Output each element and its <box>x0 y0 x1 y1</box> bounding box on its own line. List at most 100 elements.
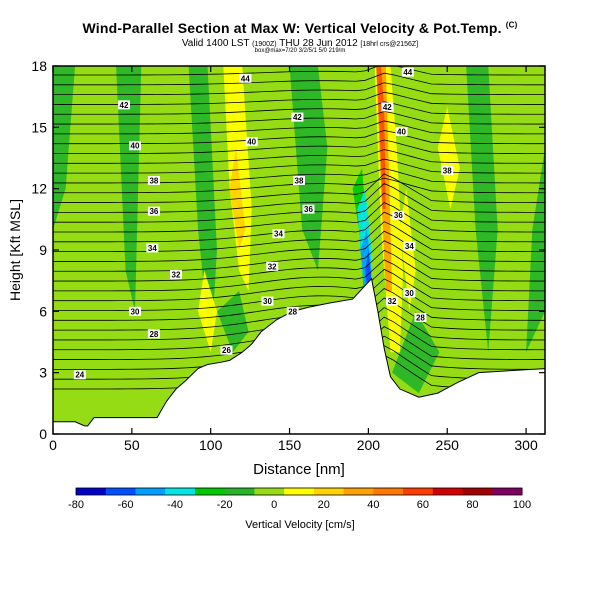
contour-label: 24 <box>75 371 84 380</box>
y-tick-label: 3 <box>39 365 47 381</box>
velocity-band <box>526 147 545 353</box>
y-tick-label: 15 <box>31 119 47 135</box>
chart-title-text: Wind-Parallel Section at Max W: Vertical… <box>82 20 502 36</box>
velocity-band <box>116 66 142 312</box>
colorbar-segment <box>105 488 136 495</box>
colorbar-tick-label: -80 <box>68 499 84 511</box>
contour-label-bg <box>239 73 252 83</box>
contour-label: 40 <box>131 142 140 151</box>
colorbar-segment <box>224 488 255 495</box>
colorbar-tick-label: -20 <box>217 499 233 511</box>
colorbar-tick-label: 0 <box>271 499 277 511</box>
theta-contour <box>53 120 545 135</box>
contour-label: 28 <box>288 307 297 316</box>
velocity-band <box>392 311 440 394</box>
colorbar-tick-label: -60 <box>118 499 134 511</box>
contour-label: 38 <box>295 176 304 185</box>
theta-contour <box>53 139 545 154</box>
contour-label: 30 <box>405 289 414 298</box>
y-tick-label: 6 <box>39 303 47 319</box>
colorbar-segment <box>432 488 464 495</box>
contour-label: 30 <box>131 307 140 316</box>
contour-label: 44 <box>403 68 412 77</box>
contour-label: 42 <box>383 103 392 112</box>
contour-label: 36 <box>304 205 313 214</box>
theta-contour <box>53 249 545 282</box>
colorbar-tick-label: 100 <box>513 499 531 511</box>
x-tick-label: 0 <box>49 437 57 453</box>
theta-contour <box>53 240 545 272</box>
colorbar-segment <box>284 488 315 495</box>
contour-label-bg <box>392 210 405 220</box>
theta-contour <box>53 54 545 65</box>
contour-label: 32 <box>268 262 277 271</box>
colorbar-tick-label: 60 <box>417 499 429 511</box>
y-tick-label: 12 <box>31 181 47 197</box>
contour-label: 44 <box>241 74 250 83</box>
contour-label: 38 <box>443 166 452 175</box>
contour-label-bg <box>395 126 408 136</box>
theta-contour <box>53 101 545 115</box>
colorbar-segment <box>462 488 493 495</box>
theta-contour <box>53 192 545 223</box>
contour-label: 38 <box>149 176 158 185</box>
plot-area: 44 44 42 42 42 40 40 40 38 38 38 36 36 36 34 34 34 32 32 32… <box>53 54 545 434</box>
subtitle-date: THU 28 Jun 2012 <box>279 38 358 49</box>
y-tick-label: 9 <box>39 242 47 258</box>
colorbar-segment <box>194 488 226 495</box>
theta-contour <box>53 82 545 96</box>
contour-label: 42 <box>120 101 129 110</box>
contour-label-bg <box>401 67 414 77</box>
chart-title: Wind-Parallel Section at Max W: Vertical… <box>0 20 600 36</box>
colorbar-segment <box>403 488 434 495</box>
colorbar-tick-label: -40 <box>167 499 183 511</box>
contour-labels: 44 44 42 42 42 40 40 40 38 38 38 36 36 36 34 34 34 32 32 32… <box>73 67 454 380</box>
contour-label-bg <box>272 229 285 239</box>
contour-label: 40 <box>397 127 406 136</box>
x-tick-label: 150 <box>278 437 302 453</box>
contour-label: 36 <box>149 207 158 216</box>
theta-contour <box>53 72 545 86</box>
theta-contour <box>53 173 545 203</box>
contour-label-bg <box>414 312 427 322</box>
contour-label-bg <box>441 165 454 175</box>
colorbar-tick-label: 20 <box>318 499 330 511</box>
y-axis-label: Height [Kft MSL] <box>7 199 23 301</box>
contour-label-bg <box>245 137 258 147</box>
theta-contour <box>53 158 545 174</box>
contour-label-bg <box>170 270 182 280</box>
colorbar-segment <box>165 488 196 495</box>
y-tick-label: 0 <box>39 426 47 442</box>
x-tick-label: 50 <box>124 437 140 453</box>
contour-label: 28 <box>149 330 158 339</box>
velocity-band <box>198 270 217 353</box>
x-tick-label: 100 <box>199 437 223 453</box>
colorbar-tick-label: 40 <box>367 499 379 511</box>
subtitle-utc: (1900Z) <box>252 41 277 48</box>
theta-contour <box>53 202 545 233</box>
contour-label-bg <box>386 296 399 306</box>
contour-label-bg <box>147 175 160 185</box>
colorbar-segment <box>135 488 166 495</box>
contour-label-bg <box>293 175 305 185</box>
colorbar-frame <box>75 487 523 496</box>
contour-label-bg <box>129 306 141 316</box>
velocity-band <box>437 106 460 210</box>
theta-contour <box>53 91 545 105</box>
theta-contour <box>53 66 545 76</box>
contour-label: 34 <box>148 244 157 253</box>
colorbar-segment <box>313 488 345 495</box>
contour-label-bg <box>147 329 160 339</box>
contour-label-bg <box>381 102 394 112</box>
contour-label: 40 <box>247 138 256 147</box>
contour-label-bg <box>302 204 315 214</box>
subtitle-bbox: box@max=7/20 3/2/5/1 5/0 219/m <box>254 48 346 54</box>
colorbar-segment <box>254 488 285 495</box>
contour-label-bg <box>117 100 130 110</box>
y-tick-label: 18 <box>31 58 47 74</box>
colorbar-segment <box>492 488 523 495</box>
contour-label: 34 <box>274 230 283 239</box>
colorbar-segment <box>373 488 404 495</box>
theta-contour <box>53 149 545 164</box>
